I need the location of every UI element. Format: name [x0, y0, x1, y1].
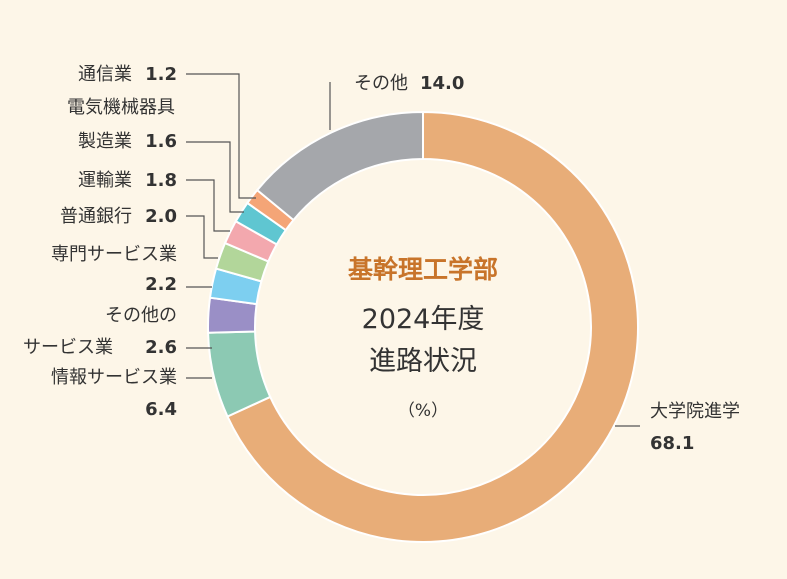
slice-label-5-line-0: 運輸業	[78, 170, 132, 191]
slice-value-4: 2.0	[145, 206, 177, 227]
slice-value-8: 14.0	[420, 73, 464, 94]
donut-slice-0	[226, 110, 639, 543]
slice-value-1: 6.4	[145, 399, 177, 420]
donut-slices	[207, 110, 639, 543]
slice-value-5: 1.8	[145, 170, 177, 191]
center-text: 基幹理工学部 2024年度 進路状況 （%）	[348, 255, 498, 421]
slice-value-2: 2.6	[145, 337, 177, 358]
slice-label-7-line-0: 通信業	[78, 64, 132, 85]
slice-label-1-line-0: 情報サービス業	[51, 367, 177, 388]
center-subtitle: 基幹理工学部	[348, 255, 498, 284]
leader-lines	[186, 73, 640, 427]
slice-label-6-line-0: 電気機械器具	[67, 97, 175, 118]
slice-label-3-line-0: 専門サービス業	[51, 244, 177, 265]
slice-label-2-line-0: その他の	[105, 305, 177, 326]
slice-label-2-line-1: サービス業	[23, 337, 113, 358]
center-unit: （%）	[398, 401, 448, 421]
slice-label-4-line-0: 普通銀行	[60, 206, 132, 227]
center-title-line2: 進路状況	[369, 346, 477, 377]
slice-label-8-line-0: その他	[354, 73, 408, 94]
leader-5	[186, 179, 230, 232]
donut-slice-8	[255, 110, 424, 222]
leader-7	[186, 73, 256, 199]
leader-6	[186, 141, 244, 213]
slice-label-6-line-1: 製造業	[78, 131, 132, 152]
center-title-line1: 2024年度	[362, 304, 485, 335]
slice-value-0: 68.1	[650, 433, 694, 454]
slice-value-3: 2.2	[145, 274, 177, 295]
slice-label-0-line-0: 大学院進学	[650, 401, 740, 422]
slice-value-6: 1.6	[145, 131, 177, 152]
leader-4	[186, 215, 218, 259]
slice-value-7: 1.2	[145, 64, 177, 85]
